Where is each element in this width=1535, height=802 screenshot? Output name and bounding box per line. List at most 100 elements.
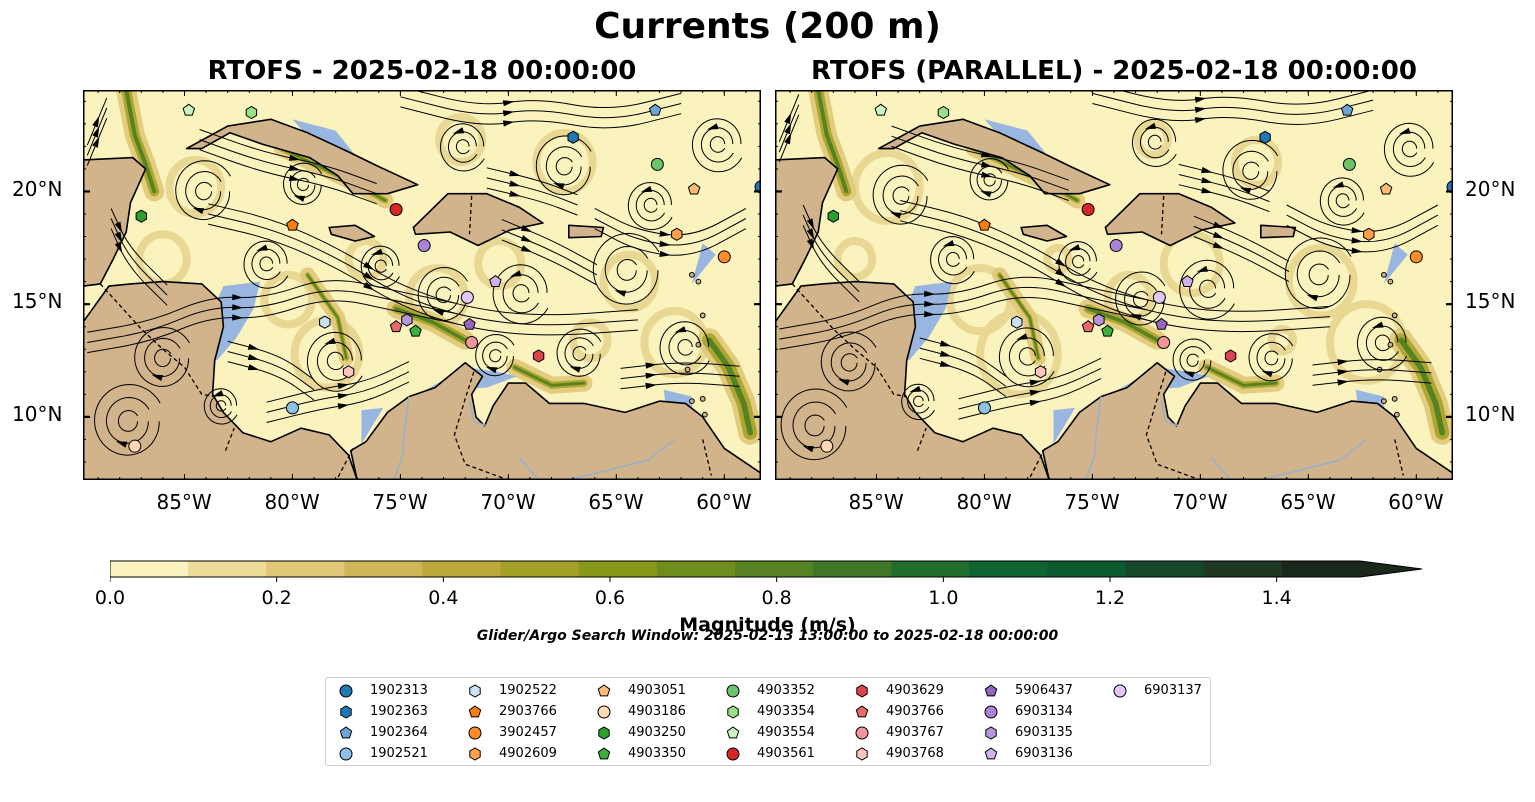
parallel-lon-label-4: 65°W [1280, 490, 1336, 514]
colorbar-tick-label-3: 0.6 [594, 587, 626, 609]
legend-label-4903051: 4903051 [628, 683, 686, 698]
legend-label-4903350: 4903350 [628, 746, 686, 761]
parallel-float-4903766-marker [1081, 320, 1095, 333]
rtofs-float-4903561-marker [389, 202, 403, 216]
rtofs-float-4903768-marker [342, 365, 355, 379]
legend-marker-4903354 [727, 705, 739, 719]
lat-label-20n-right: 20°N [1465, 177, 1516, 201]
legend-marker-6903136 [984, 747, 998, 760]
legend-marker-1902364 [339, 726, 353, 739]
parallel-float-6903137-marker [1152, 290, 1166, 304]
colorbar-segment-6 [578, 561, 658, 577]
rtofs-lon-label-5: 60°W [696, 490, 752, 514]
rtofs-float-4903767-marker [465, 335, 479, 349]
legend-marker-4903350 [597, 747, 611, 760]
legend-marker-1902313 [339, 684, 353, 698]
rtofs-float-5906437-marker [463, 317, 476, 330]
colorbar-segment-5 [500, 561, 580, 577]
colorbar-segment-0 [110, 561, 189, 577]
legend-marker-6903135 [985, 726, 997, 740]
lat-label-10n-left: 10°N [12, 402, 63, 426]
map-panel-rtofs [83, 90, 761, 480]
parallel-lon-label-2: 75°W [1064, 490, 1120, 514]
legend-marker-1902522 [469, 684, 481, 698]
rtofs-float-4902609-marker [671, 227, 683, 241]
rtofs-float-6903135-marker [401, 313, 413, 327]
colorbar-segment-13 [1125, 561, 1205, 577]
legend-marker-4903250 [598, 726, 610, 740]
parallel-float-1902521-marker [977, 401, 991, 415]
legend-marker-4903561 [726, 747, 740, 761]
search-window-note: Glider/Argo Search Window: 2025-02-13 13… [476, 628, 1059, 644]
rtofs-float-3902457-marker [717, 250, 731, 264]
rtofs-lon-label-0: 85°W [156, 490, 212, 514]
colorbar-segment-10 [891, 561, 970, 577]
colorbar-segment-14 [1203, 561, 1283, 577]
figure-title: Currents (200 m) [594, 6, 941, 47]
colorbar-tick-label-1: 0.2 [261, 587, 292, 609]
lat-label-10n-right: 10°N [1465, 402, 1516, 426]
legend-marker-4903352 [726, 684, 740, 698]
lat-label-20n-left: 20°N [12, 177, 63, 201]
legend-marker-6903137 [1113, 684, 1127, 698]
parallel-float-1902363-marker [1259, 130, 1271, 144]
legend-label-4903250: 4903250 [628, 725, 686, 740]
parallel-float-4903350-marker [1101, 324, 1114, 337]
legend-label-4903554: 4903554 [757, 725, 815, 740]
panel-title-rtofs: RTOFS - 2025-02-18 00:00:00 [207, 56, 637, 86]
legend-marker-2903766 [468, 705, 482, 718]
colorbar-tick-label-6: 1.2 [1094, 587, 1126, 609]
legend-marker-4903766 [855, 705, 869, 718]
colorbar-segment-1 [188, 561, 267, 577]
parallel-float-4903250-marker [827, 209, 839, 223]
colorbar-tick-label-2: 0.4 [428, 587, 459, 609]
parallel-float-4903554-marker [874, 103, 888, 116]
parallel-float-4903354-marker [937, 105, 950, 120]
legend-label-4903352: 4903352 [757, 683, 815, 698]
colorbar-segment-8 [735, 561, 814, 577]
legend-label-6903135: 6903135 [1015, 725, 1073, 740]
legend-label-4903629: 4903629 [886, 683, 944, 698]
parallel-float-2903766-marker [978, 218, 991, 231]
colorbar-segment-4 [422, 561, 502, 577]
rtofs-float-4903352-marker [650, 157, 664, 171]
parallel-float-3902457-marker [1409, 250, 1423, 264]
rtofs-float-6903134-marker [417, 239, 431, 253]
rtofs-float-1902363-marker [567, 130, 579, 144]
parallel-float-6903134-marker [1109, 239, 1123, 253]
rtofs-float-1902364-marker [648, 103, 662, 116]
legend-marker-4903767 [855, 726, 869, 740]
legend-marker-4903051 [597, 684, 611, 697]
lat-label-15n-left: 15°N [12, 289, 63, 313]
legend-label-3902457: 3902457 [499, 725, 557, 740]
legend-label-6903134: 6903134 [1015, 704, 1073, 719]
legend-label-1902521: 1902521 [370, 746, 428, 761]
parallel-float-4903561-marker [1081, 202, 1095, 216]
parallel-float-4903186-marker [820, 439, 834, 453]
colorbar-segment-7 [656, 561, 736, 577]
colorbar-segment-11 [969, 561, 1048, 577]
legend-label-1902363: 1902363 [370, 704, 428, 719]
legend-marker-4903186 [597, 705, 611, 719]
legend-marker-4902609 [469, 747, 481, 761]
parallel-float-4903768-marker [1034, 365, 1047, 379]
colorbar-segment-2 [266, 561, 345, 577]
legend-marker-4903554 [726, 726, 740, 739]
legend-marker-6903134 [984, 705, 998, 719]
legend-label-1902522: 1902522 [499, 683, 557, 698]
parallel-float-6903136-marker [1181, 274, 1194, 287]
rtofs-float-4903051-marker [687, 182, 701, 195]
parallel-float-6903135-marker [1093, 313, 1105, 327]
legend-label-4903767: 4903767 [886, 725, 944, 740]
map-panel-rtofs-parallel [775, 90, 1453, 480]
legend-label-4903561: 4903561 [757, 746, 815, 761]
rtofs-float-4903354-marker [245, 105, 258, 120]
legend-label-1902364: 1902364 [370, 725, 428, 740]
float-legend: 1902313 1902363 1902364 1902521 1902522 29037… [325, 677, 1211, 766]
colorbar-tick-label-4: 0.8 [761, 587, 792, 609]
lat-label-15n-right: 15°N [1465, 289, 1516, 313]
rtofs-float-6903136-marker [489, 274, 502, 287]
legend-marker-4903629 [856, 684, 868, 698]
legend-label-5906437: 5906437 [1015, 683, 1073, 698]
legend-marker-5906437 [984, 684, 998, 697]
